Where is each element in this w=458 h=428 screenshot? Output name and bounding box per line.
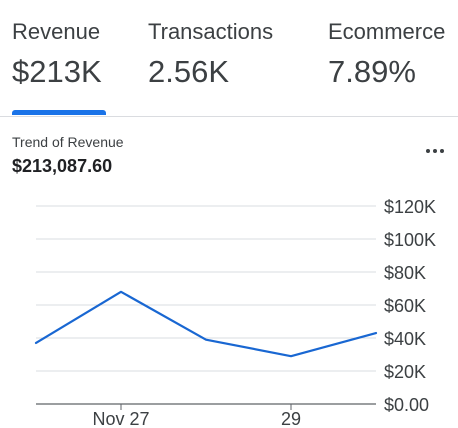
tab-revenue[interactable]: Revenue $213K xyxy=(12,0,112,116)
y-tick-label: $120K xyxy=(384,197,436,217)
metric-tabs: Revenue $213K Transactions 2.56K Ecommer… xyxy=(0,0,458,117)
x-tick-label: 29 xyxy=(281,409,301,428)
tab-transactions[interactable]: Transactions 2.56K xyxy=(148,0,298,116)
tab-revenue-label: Revenue xyxy=(12,19,101,44)
tab-revenue-value: $213K xyxy=(12,54,102,89)
x-tick-label: Nov 27 xyxy=(92,409,149,428)
y-tick-label: $80K xyxy=(384,263,426,283)
y-tick-label: $20K xyxy=(384,362,426,382)
tab-ecommerce-label: Ecommerce xyxy=(328,19,446,44)
tab-transactions-value: 2.56K xyxy=(148,54,230,89)
revenue-line-chart: $0.00 $20K $40K $60K $80K $100K $120K Nov 27 29 xyxy=(34,197,436,428)
tab-transactions-label: Transactions xyxy=(148,19,274,44)
y-tick-label: $0.00 xyxy=(384,395,429,415)
y-tick-label: $40K xyxy=(384,329,426,349)
card-total: $213,087.60 xyxy=(12,156,113,176)
selected-tab-indicator xyxy=(12,110,106,115)
y-tick-label: $100K xyxy=(384,230,436,250)
more-horizontal-icon[interactable] xyxy=(420,138,450,162)
tab-ecommerce[interactable]: Ecommerce 7.89% xyxy=(328,0,458,116)
y-tick-label: $60K xyxy=(384,296,426,316)
tab-ecommerce-value: 7.89% xyxy=(328,54,416,89)
revenue-series-line xyxy=(34,290,378,358)
card-title: Trend of Revenue xyxy=(12,134,124,150)
